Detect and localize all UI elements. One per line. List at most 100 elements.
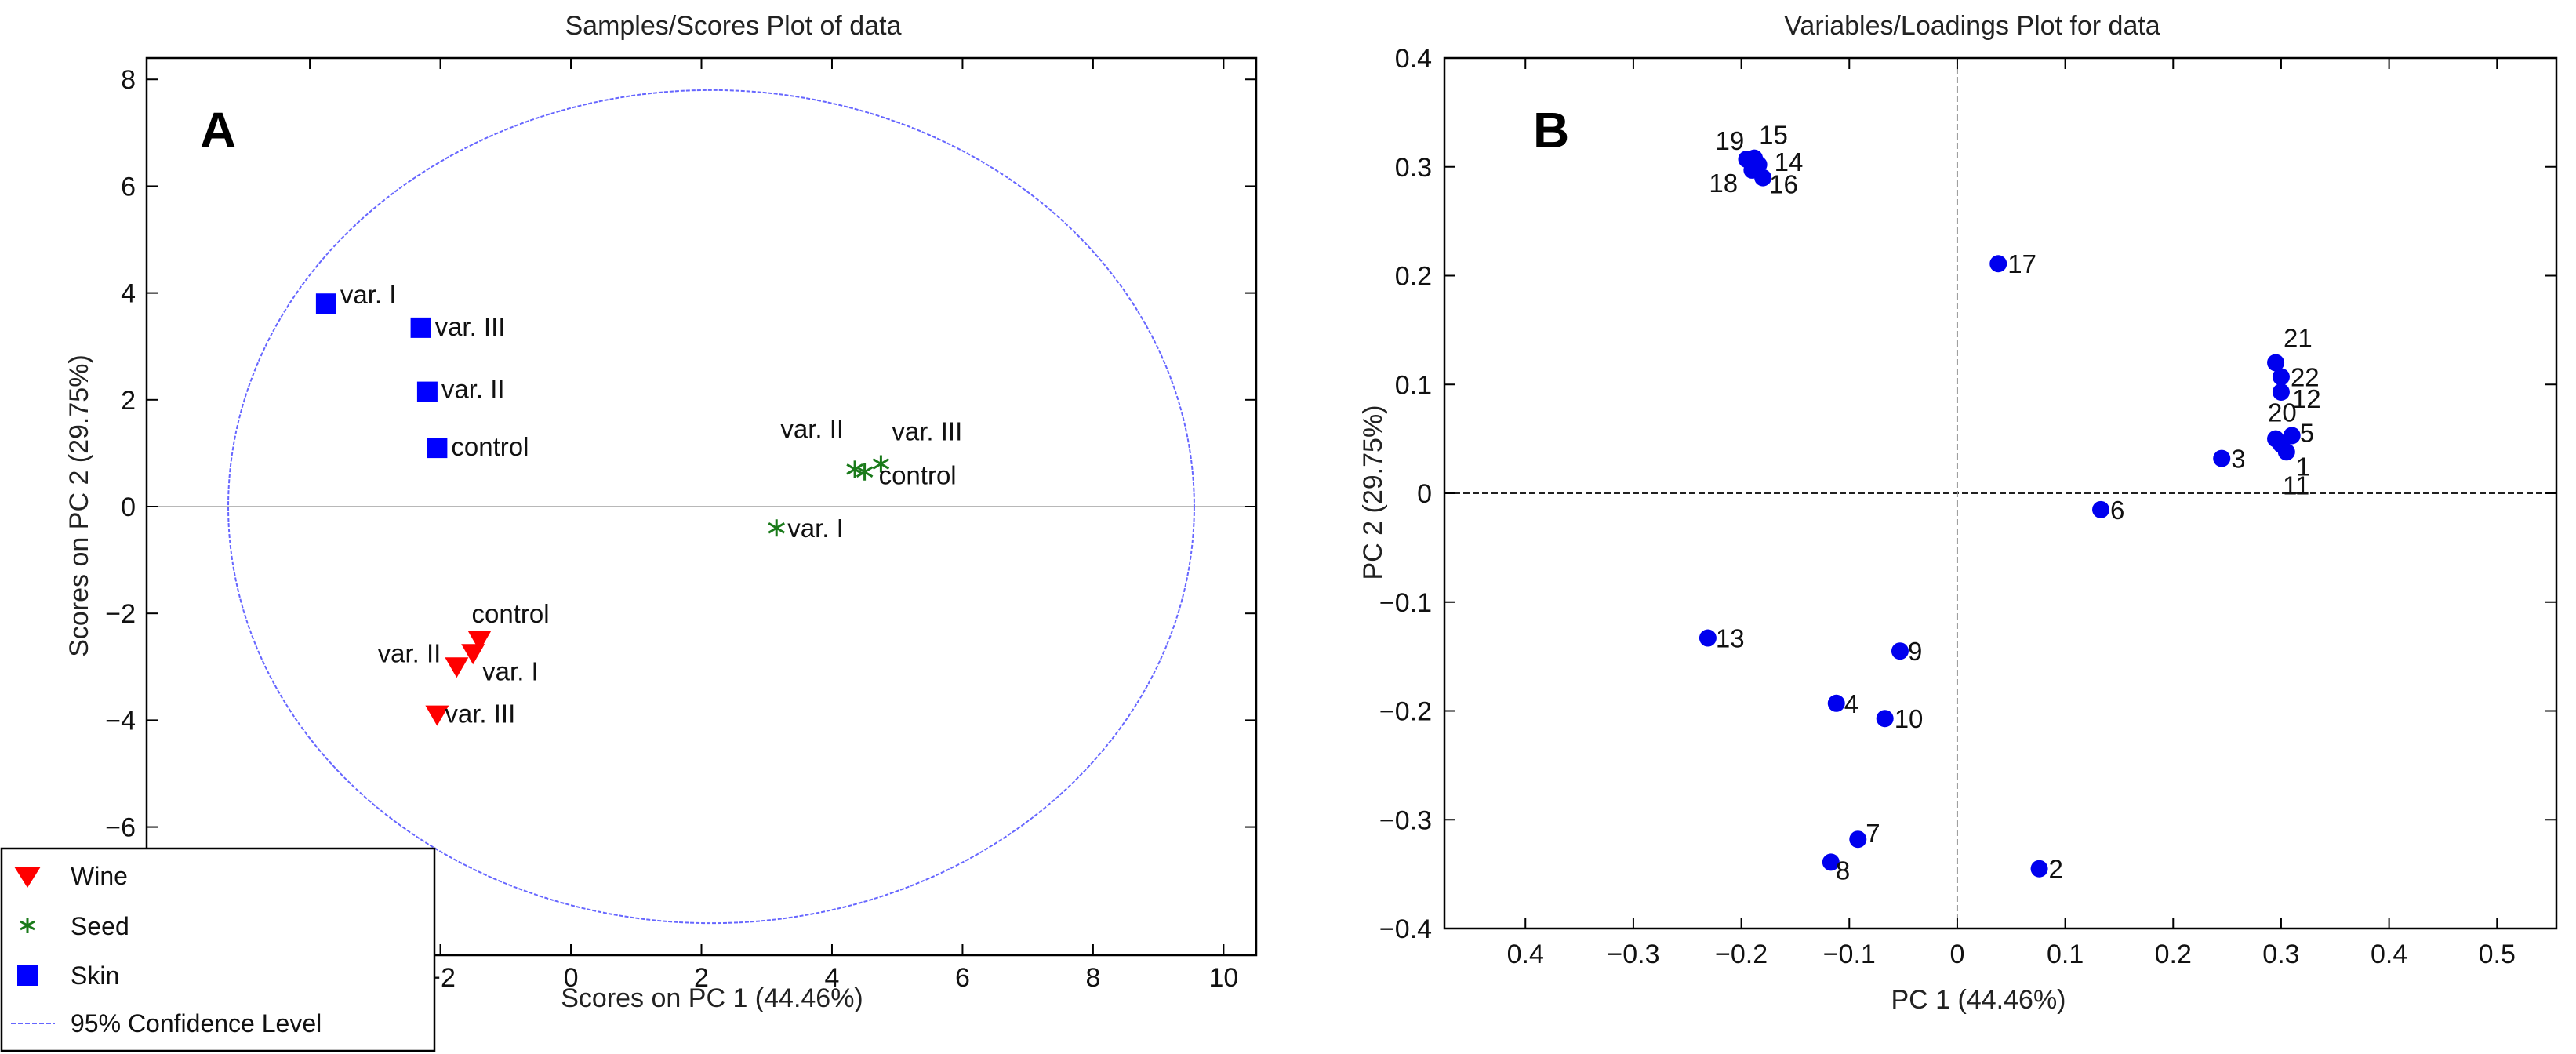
x-tick-label: 8: [1085, 963, 1100, 993]
loading-label: 11: [2283, 471, 2309, 500]
loading-point-21: 21: [2267, 324, 2313, 372]
loading-point-17: 17: [1989, 249, 2036, 278]
scores-point-seed: var. II: [780, 414, 863, 478]
loading-marker: [1738, 151, 1756, 169]
y-tick-label: −2: [105, 599, 136, 629]
loading-label: 22: [2291, 363, 2320, 392]
x-tick-label: −0.2: [1715, 940, 1768, 969]
x-tick-label: 4: [825, 963, 840, 993]
loading-marker: [1849, 830, 1867, 849]
x-tick-label: 0.2: [2155, 940, 2192, 969]
scores-point-wine: var. II: [378, 638, 469, 678]
loading-point-10: 10: [1876, 704, 1924, 733]
y-tick-label: −0.2: [1379, 697, 1432, 727]
loading-label: 21: [2284, 324, 2313, 353]
confidence-ellipse: [227, 89, 1195, 925]
wine-marker: [425, 705, 449, 726]
loading-label: 15: [1759, 121, 1788, 150]
legend-wine-label: Wine: [71, 862, 128, 890]
loading-marker: [2267, 430, 2285, 448]
loadings-plot: Variables/Loadings Plot for data 0.4 −0.3…: [1358, 11, 2558, 1015]
x-tick-label: 0.4: [1507, 940, 1544, 969]
y-tick-label: 0.1: [1395, 370, 1432, 400]
x-tick-label: 0.3: [2262, 940, 2299, 969]
loadings-plot-title: Variables/Loadings Plot for data: [1784, 11, 2160, 41]
seed-marker: [846, 463, 863, 475]
x-tick-label: 0.1: [2047, 940, 2084, 969]
scores-plot-xlabel: Scores on PC 1 (44.46%): [561, 983, 863, 1013]
loading-marker: [2272, 383, 2290, 401]
scores-point-label: var. I: [482, 656, 539, 685]
scores-point-seed: control: [856, 461, 957, 490]
loading-point-9: 9: [1891, 637, 1922, 666]
legend-seed-marker: [20, 918, 35, 933]
x-tick-label: 10: [1208, 963, 1238, 993]
loading-label: 5: [2300, 418, 2314, 447]
scores-point-wine: var. I: [461, 644, 539, 685]
loadings-plot-xlabel: PC 1 (44.46%): [1891, 985, 2066, 1015]
scores-point-label: var. I: [340, 280, 397, 309]
seed-marker: [856, 466, 874, 478]
loading-label: 1: [2296, 452, 2310, 481]
loading-point-19: 19: [1715, 126, 1756, 169]
y-tick-label: 8: [121, 65, 136, 95]
loading-marker: [1827, 694, 1845, 712]
y-tick-label: 6: [121, 172, 136, 202]
loading-marker: [1891, 642, 1909, 660]
loading-point-12: 12: [2272, 383, 2321, 413]
loading-point-2: 2: [2030, 855, 2063, 884]
scores-point-label: var. III: [445, 700, 515, 729]
panel-label-a: A: [200, 102, 236, 158]
loading-marker: [1876, 710, 1894, 728]
panel-label-b: B: [1533, 102, 1569, 158]
scores-point-skin: var. II: [416, 375, 505, 404]
x-tick-label: −0.1: [1823, 940, 1876, 969]
loading-label: 4: [1844, 689, 1858, 718]
x-tick-label: 0: [1949, 940, 1964, 969]
scores-point-wine: control: [467, 599, 550, 652]
loading-label: 3: [2231, 445, 2245, 474]
loading-point-7: 7: [1849, 819, 1880, 849]
loading-point-20: 20: [2267, 398, 2297, 448]
legend: Wine Seed Skin 95% Confidence Level: [0, 847, 436, 1052]
wine-marker: [445, 657, 469, 678]
legend-confidence-label: 95% Confidence Level: [71, 1009, 322, 1038]
loading-label: 12: [2292, 384, 2321, 413]
y-tick-label: 4: [121, 279, 136, 309]
scores-point-label: control: [879, 461, 957, 490]
loading-point-3: 3: [2213, 445, 2246, 474]
skin-marker: [315, 293, 336, 314]
legend-seed-label: Seed: [71, 912, 129, 940]
legend-wine-marker: [14, 867, 41, 888]
loading-marker: [2267, 354, 2285, 372]
scores-point-skin: var. I: [315, 280, 397, 314]
loading-marker: [1822, 853, 1840, 871]
y-tick-label: 0.4: [1395, 44, 1432, 74]
scores-point-skin: var. III: [410, 312, 506, 341]
y-tick-label: 0: [1417, 479, 1432, 509]
loading-label: 19: [1715, 126, 1744, 155]
scores-point-seed: var. III: [872, 417, 962, 473]
y-tick-label: 2: [121, 386, 136, 416]
scores-point-label: control: [472, 599, 550, 628]
legend-skin-marker: [17, 965, 38, 986]
loading-label: 13: [1716, 624, 1745, 653]
skin-marker: [416, 381, 438, 402]
x-tick-label: 0: [564, 963, 579, 993]
wine-marker: [467, 631, 492, 652]
loading-label: 10: [1895, 704, 1924, 733]
x-tick-label: 6: [955, 963, 970, 993]
loading-label: 17: [2007, 249, 2036, 278]
loading-marker: [2030, 860, 2048, 878]
loading-point-8: 8: [1822, 853, 1850, 885]
y-tick-label: −6: [105, 813, 136, 843]
loading-point-22: 22: [2272, 363, 2320, 392]
scores-point-label: var. II: [441, 375, 505, 404]
scores-point-label: var. III: [435, 312, 506, 341]
scores-point-label: var. II: [780, 414, 844, 443]
scores-point-label: var. I: [787, 514, 844, 543]
skin-marker: [427, 438, 448, 459]
loadings-plot-ylabel: PC 2 (29.75%): [1358, 405, 1388, 580]
y-tick-label: 0: [121, 492, 136, 522]
